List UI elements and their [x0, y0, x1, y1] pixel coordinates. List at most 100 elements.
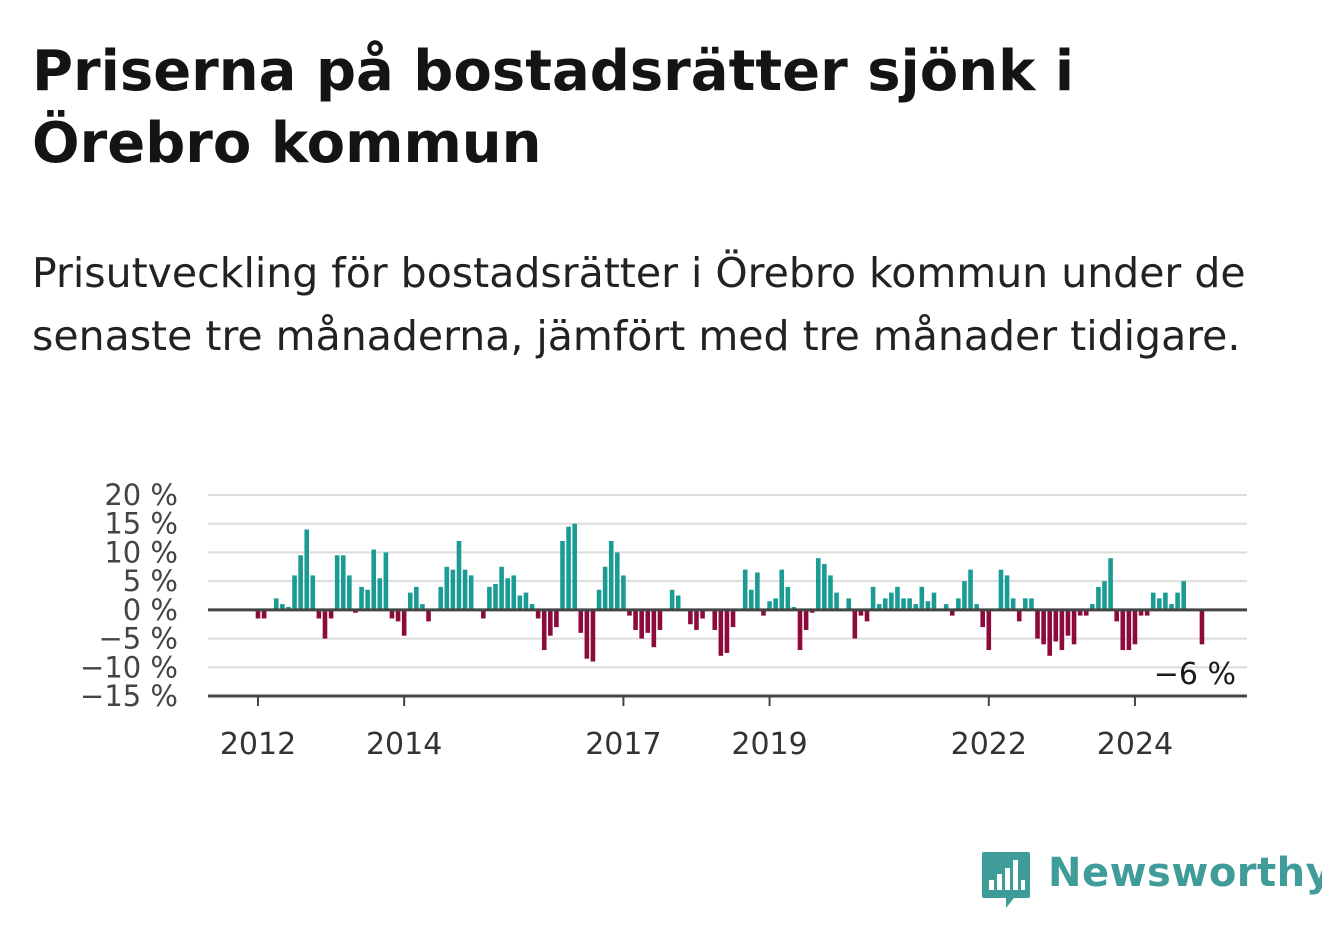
bar: [1010, 598, 1016, 610]
bar: [493, 584, 498, 610]
bar: [852, 609, 858, 639]
bar: [980, 609, 986, 628]
bar: [462, 569, 468, 610]
bar: [310, 575, 316, 610]
bar: [968, 569, 973, 610]
bar: [298, 555, 303, 610]
bar: [481, 609, 486, 619]
bar: [858, 609, 864, 616]
bar: [535, 609, 541, 619]
bar: [949, 609, 955, 616]
bar: [255, 609, 261, 619]
bar: [1065, 609, 1071, 636]
bar: [913, 604, 919, 610]
bar: [1114, 609, 1119, 622]
bar: [767, 601, 772, 610]
bar: [998, 569, 1004, 610]
y-tick-label: 5 %: [123, 564, 178, 598]
bar: [554, 609, 559, 628]
bar: [1096, 586, 1101, 610]
bar: [815, 558, 821, 610]
bar: [864, 609, 870, 622]
bar: [962, 581, 967, 610]
axes: [208, 608, 1247, 698]
bar: [468, 575, 474, 610]
bar: [304, 529, 310, 610]
bar: [615, 552, 620, 610]
bar: [487, 586, 492, 610]
x-axis-tick-labels: 2012 2014 2017 2019 2022 2024: [220, 696, 1173, 760]
x-tick-label: 2014: [366, 727, 442, 760]
bar: [517, 595, 523, 610]
x-tick-label: 2017: [585, 727, 661, 760]
bar: [876, 604, 882, 610]
bar: [548, 609, 553, 636]
bar: [1029, 598, 1034, 610]
bar: [657, 609, 663, 630]
bar: [742, 569, 748, 610]
bar: [1059, 609, 1065, 651]
bar: [420, 604, 425, 610]
bar: [1175, 592, 1180, 610]
bar: [621, 575, 626, 610]
bar: [529, 604, 535, 610]
bar: [1004, 575, 1010, 610]
bar: [505, 578, 510, 610]
bar: [627, 609, 632, 616]
bar: [724, 609, 730, 653]
bar: [797, 609, 803, 651]
bar: [882, 598, 888, 610]
bar: [578, 609, 584, 633]
bar: [895, 586, 900, 610]
bar: [584, 609, 590, 659]
bar: [931, 592, 937, 610]
last-value-label: −6 %: [1154, 657, 1236, 692]
bar: [322, 609, 328, 639]
chart-title: Priserna på bostadsrätter sjönk i Örebro…: [32, 39, 1075, 176]
x-tick-label: 2022: [951, 727, 1027, 760]
bar: [334, 555, 340, 610]
bar: [572, 523, 577, 610]
y-tick-label: −10 %: [80, 650, 178, 684]
bar: [608, 540, 614, 610]
bar: [645, 609, 651, 633]
bar: [1083, 609, 1089, 616]
bar: [456, 540, 462, 610]
bar: [1071, 609, 1077, 645]
y-tick-label: 10 %: [104, 535, 178, 569]
y-tick-label: −5 %: [98, 622, 178, 656]
bar: [919, 586, 925, 610]
y-tick-label: 20 %: [104, 478, 178, 512]
bar: [907, 598, 912, 610]
bar-chart-speech-bubble-icon: [982, 852, 1030, 908]
bar: [438, 586, 443, 610]
bar: [389, 609, 395, 619]
bar: [669, 589, 675, 610]
bar: [383, 552, 389, 610]
bar: [943, 604, 949, 610]
bar: [560, 540, 565, 610]
bar: [803, 609, 809, 630]
bar: [712, 609, 718, 630]
x-tick-label: 2012: [220, 727, 296, 760]
bar: [1157, 598, 1162, 610]
bar: [407, 592, 413, 610]
bar: [1108, 558, 1113, 610]
bar: [1138, 609, 1144, 616]
bar: [822, 563, 827, 610]
bar: [395, 609, 401, 622]
bar: [1126, 609, 1132, 651]
bar: [1150, 592, 1156, 610]
bar: [688, 609, 693, 625]
bar: [986, 609, 992, 651]
bar: [761, 609, 766, 616]
bar: [1041, 609, 1046, 645]
bars: [255, 523, 1205, 662]
bar: [371, 549, 377, 610]
bar: [651, 609, 657, 648]
y-tick-label: −15 %: [80, 679, 178, 713]
bar: [730, 609, 736, 628]
bar: [700, 609, 705, 619]
bar: [328, 609, 334, 619]
bar: [316, 609, 322, 619]
